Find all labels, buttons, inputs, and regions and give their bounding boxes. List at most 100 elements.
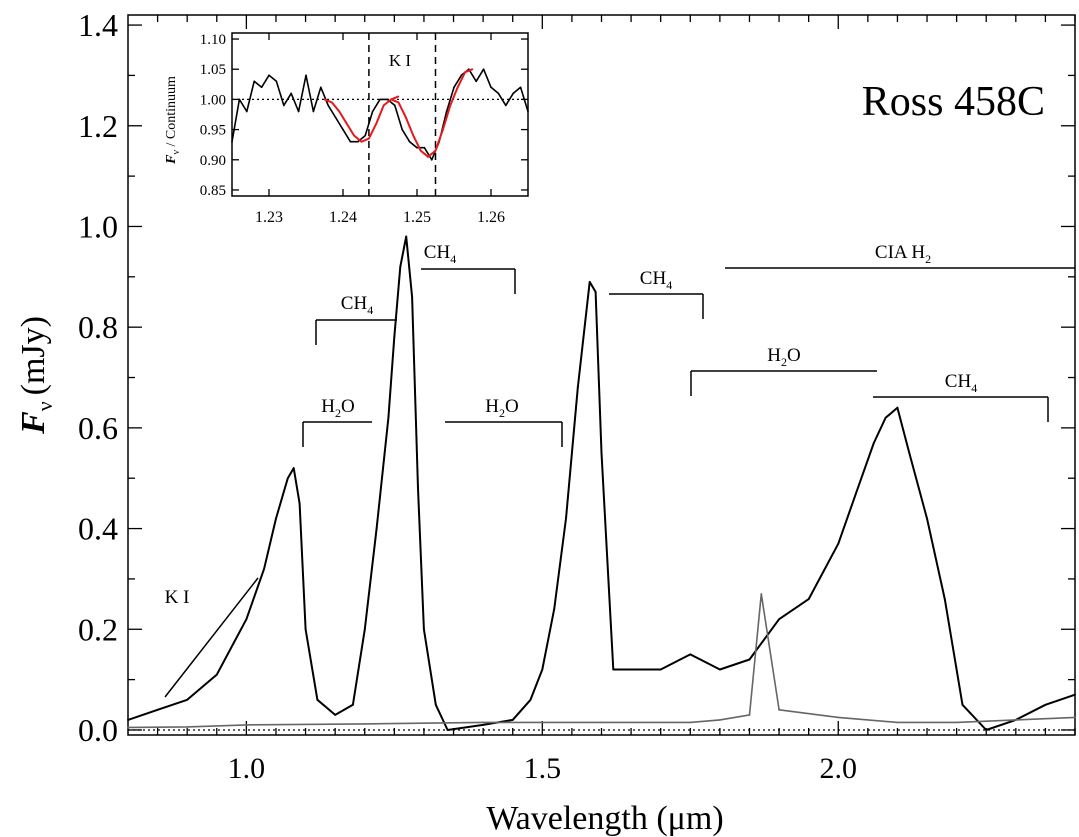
data-point-noise <box>482 721 484 724</box>
x-tick-label: 1.0 <box>228 752 266 785</box>
data-point-spectrum <box>298 502 301 505</box>
y-tick-label: 0.6 <box>78 410 118 446</box>
data-point-spectrum <box>926 517 928 520</box>
data-point-spectrum <box>393 336 396 339</box>
inset-point-observed <box>445 110 448 113</box>
band-label-sub: 4 <box>450 252 456 266</box>
inset-point-observed <box>334 116 337 119</box>
inset-y-tick-label: 0.85 <box>200 183 226 199</box>
band-label: CH4 <box>640 268 672 292</box>
data-point-spectrum <box>363 628 366 631</box>
band-label-main: K I <box>165 587 190 608</box>
data-point-spectrum <box>286 477 289 480</box>
data-point-spectrum <box>405 235 408 238</box>
series-line-spectrum <box>127 235 1076 731</box>
data-point-noise <box>689 721 692 724</box>
inset-point-observed <box>379 98 381 101</box>
data-point-spectrum <box>417 487 419 490</box>
data-point-spectrum <box>594 291 597 293</box>
data-point-spectrum <box>482 724 484 726</box>
inset-point-observed <box>290 92 293 95</box>
inset-point-observed <box>275 80 278 83</box>
band-label: K I <box>165 587 190 608</box>
inset-point-fit <box>449 104 452 107</box>
inset-x-tick-label: 1.26 <box>477 209 505 226</box>
inset-point-fit <box>331 101 333 104</box>
inset-point-observed <box>401 128 404 131</box>
data-point-spectrum <box>541 668 544 671</box>
inset-point-observed <box>519 86 522 89</box>
inset-point-observed <box>460 74 463 77</box>
band-label-sub: 2 <box>925 252 931 266</box>
data-point-spectrum <box>553 608 556 610</box>
band-label-sub: 4 <box>971 381 977 395</box>
inset-point-fit <box>464 71 466 73</box>
data-point-spectrum <box>529 698 532 701</box>
data-point-spectrum <box>186 698 189 701</box>
inset-point-observed <box>297 110 300 113</box>
inset-point-fit <box>353 134 355 137</box>
band-label: H2O <box>767 345 800 369</box>
band-label-sub: 2 <box>781 355 787 369</box>
data-point-spectrum <box>375 527 378 530</box>
inset-x-tick-label: 1.24 <box>329 209 357 226</box>
y-tick-label: 1.2 <box>78 108 118 144</box>
inset-point-observed <box>320 86 322 89</box>
inset-y-tick-label: 1.05 <box>200 62 226 78</box>
band-label-suffix: O <box>341 396 355 417</box>
inset-y-axis-label: Fν / Continuum <box>164 76 182 165</box>
inset-point-observed <box>482 68 485 70</box>
inset-point-observed <box>260 86 263 89</box>
data-point-noise <box>363 723 366 725</box>
band-label-sub: 2 <box>335 406 341 420</box>
inset-point-fit <box>397 95 400 98</box>
data-point-noise <box>186 726 189 728</box>
band-label-main: CIA H <box>875 242 925 263</box>
data-point-spectrum <box>612 668 615 671</box>
band-label-main: CH <box>640 268 667 289</box>
inset-point-observed <box>327 104 330 107</box>
data-point-spectrum <box>215 673 218 676</box>
inset-content: 1.23 1.24 1.25 1.26 0.85 0.90 0.95 1.00 1.05 1.10 <box>200 32 529 226</box>
x-tick-label: 1.5 <box>524 752 562 785</box>
data-point-spectrum <box>689 653 692 656</box>
data-point-spectrum <box>304 628 307 631</box>
inset-point-fit <box>368 137 370 140</box>
inset-point-observed <box>497 92 500 95</box>
band-label: H2O <box>485 396 518 420</box>
inset-frame <box>231 32 529 197</box>
data-point-spectrum <box>434 703 437 706</box>
inset-point-observed <box>386 98 389 101</box>
data-point-noise <box>1014 719 1017 721</box>
inset-y-label-rest: / Continuum <box>164 76 179 150</box>
data-point-noise <box>1074 716 1076 719</box>
inset-point-fit <box>375 122 378 125</box>
inset-point-fit <box>323 98 326 101</box>
axis-ticks <box>128 15 1076 735</box>
inset-point-observed <box>431 159 433 161</box>
band-label-main: CH <box>424 242 451 263</box>
band-label: H2O <box>321 396 354 420</box>
inset-y-tick-label: 0.95 <box>200 123 226 139</box>
data-point-spectrum <box>1074 693 1076 696</box>
inset-point-observed <box>312 110 315 113</box>
ki-pointer-line <box>164 577 259 698</box>
y-tick-label: 1.0 <box>78 208 118 244</box>
y-axis-label-unit: (mJy) <box>15 316 52 395</box>
y-tick-label: 0.8 <box>78 309 118 345</box>
band-label-main: CH <box>341 293 368 314</box>
band-label: CIA H2 <box>875 242 931 266</box>
band-label-main: H <box>485 396 499 417</box>
y-tick-label: 0.4 <box>78 511 118 547</box>
data-point-spectrum <box>985 729 988 731</box>
inset-point-observed <box>342 128 344 131</box>
chart-title: Ross 458C <box>862 79 1045 125</box>
data-point-spectrum <box>411 296 413 298</box>
data-point-spectrum <box>719 668 721 671</box>
data-point-spectrum <box>884 416 887 419</box>
inset-point-observed <box>416 146 418 149</box>
data-point-noise <box>127 726 129 729</box>
inset-point-observed <box>394 104 396 107</box>
inset-point-observed <box>238 98 241 101</box>
